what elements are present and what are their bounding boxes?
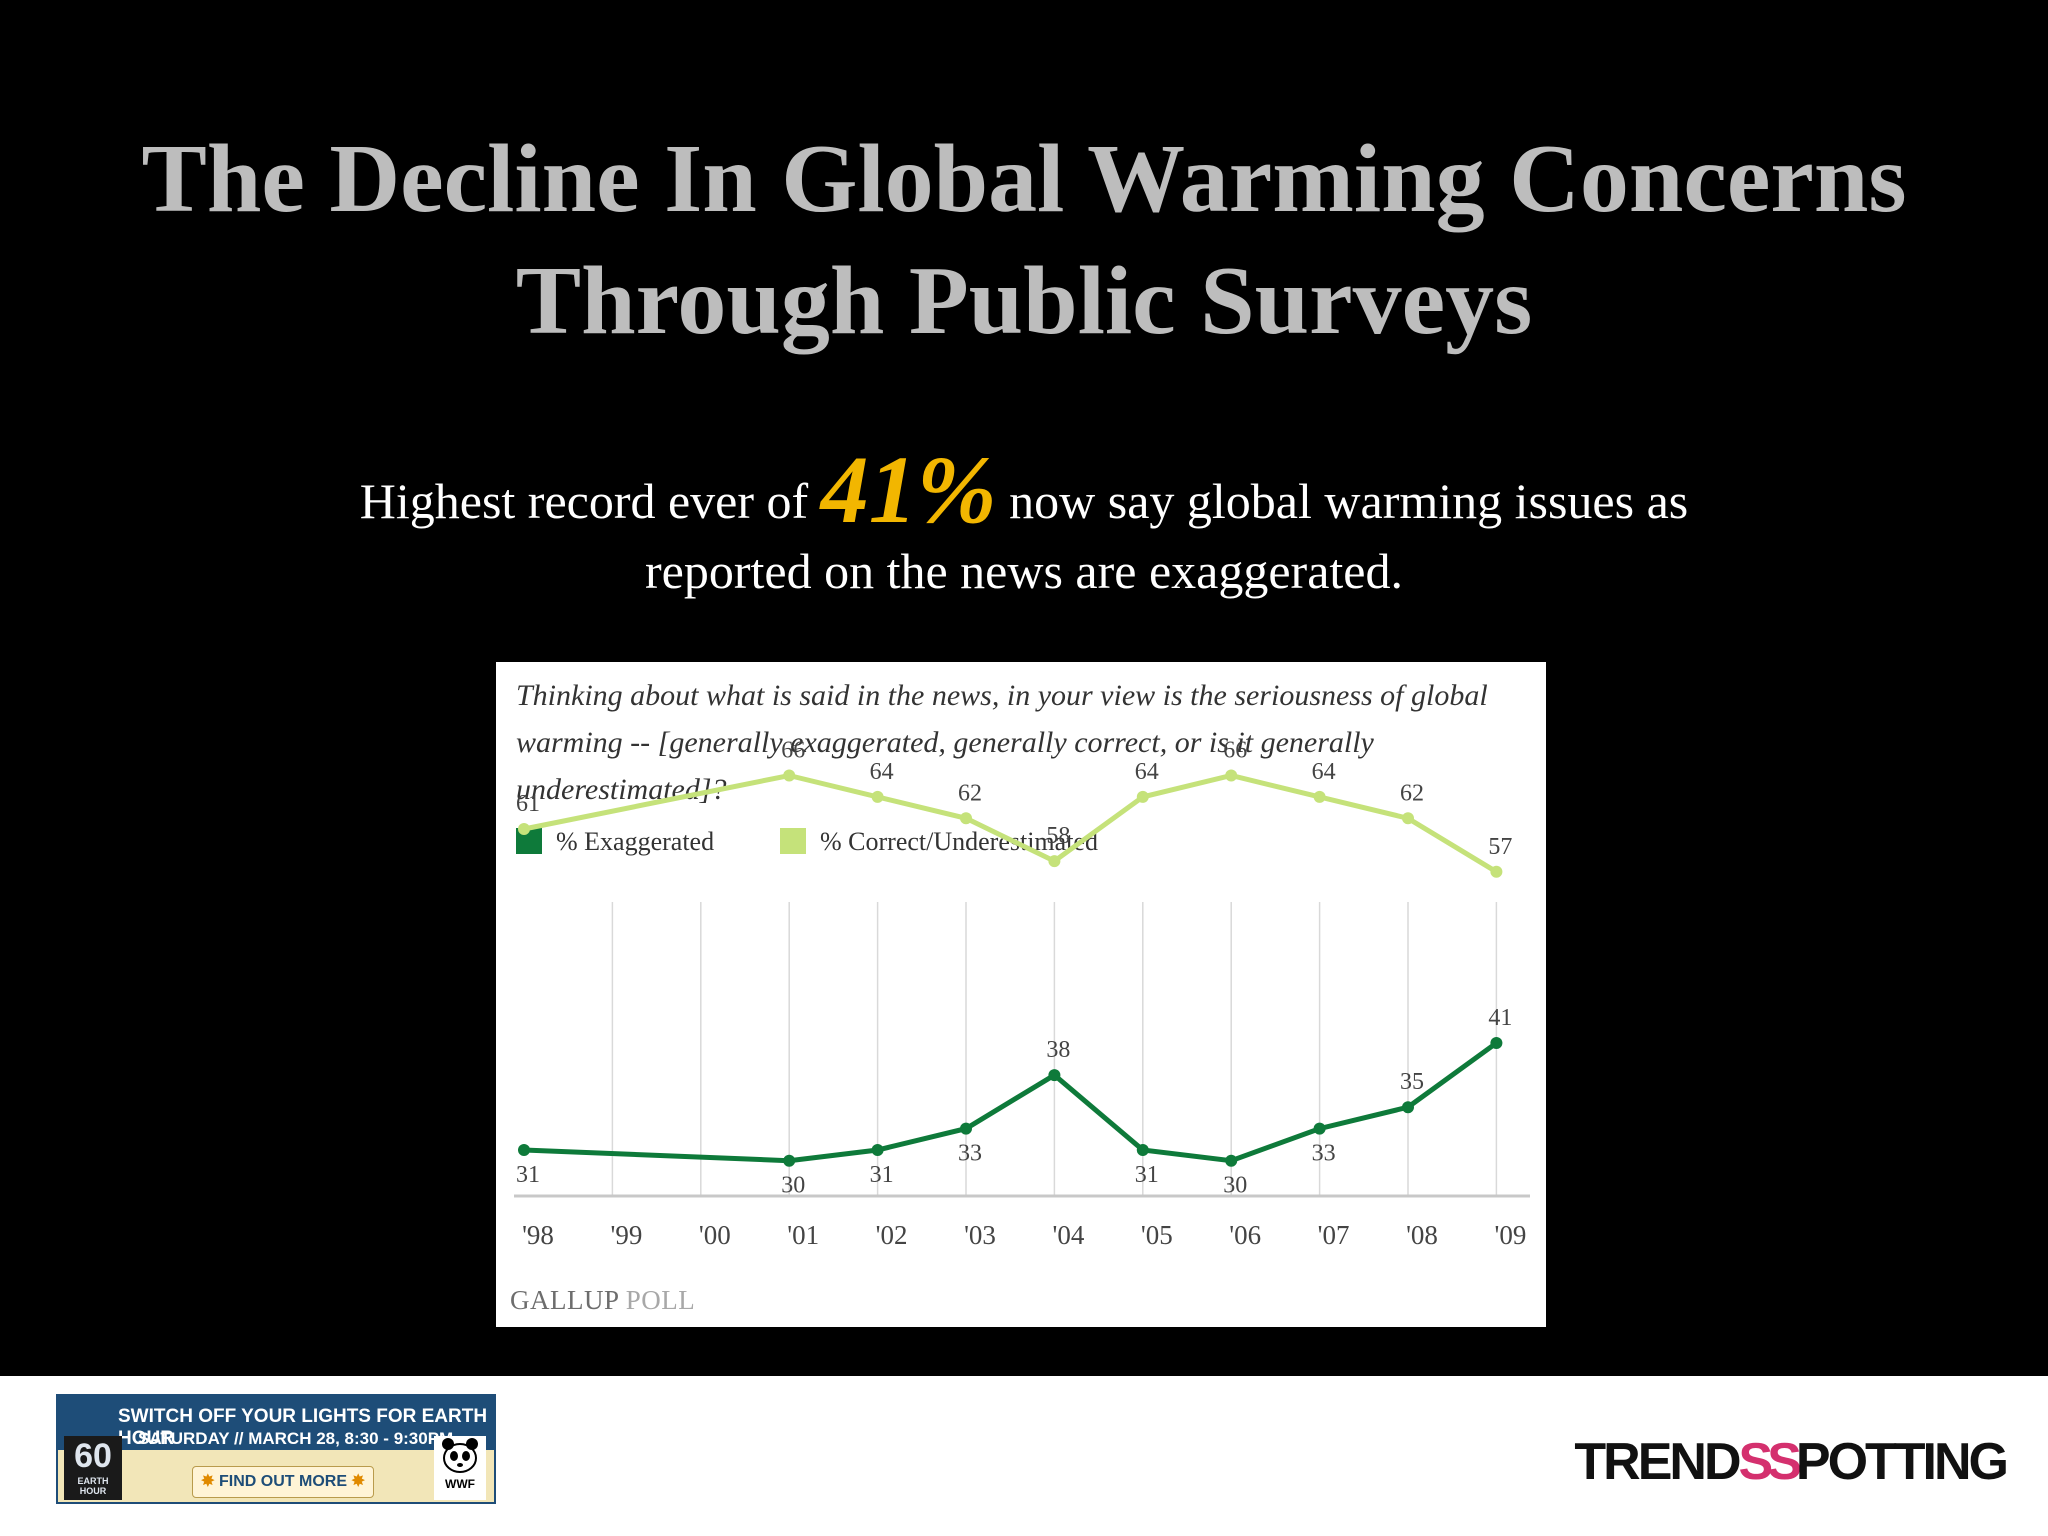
data-point: [1402, 1101, 1414, 1114]
x-tick-label: '98: [522, 1220, 554, 1250]
data-label: 64: [1312, 759, 1336, 785]
data-label: 38: [1046, 1037, 1070, 1063]
data-label: 31: [870, 1162, 894, 1188]
data-point: [960, 812, 972, 825]
subtitle-post: now say global warming issues as: [996, 473, 1689, 529]
legend-label-correct: % Correct/Underestimated: [820, 827, 1098, 856]
x-tick-label: '05: [1141, 1220, 1173, 1250]
slide-title: The Decline In Global Warming Concerns T…: [0, 118, 2048, 362]
wwf-logo: WWF: [434, 1436, 486, 1500]
data-point: [1225, 769, 1238, 782]
earth-hour-line2: SATURDAY // MARCH 28, 8:30 - 9:30PM: [138, 1429, 454, 1448]
earth-hour-badge-text: EARTH HOUR: [77, 1476, 109, 1496]
data-point: [1490, 1037, 1503, 1049]
x-tick-label: '02: [876, 1220, 908, 1250]
subtitle: Highest record ever of 41% now say globa…: [0, 442, 2048, 606]
legend-swatch-correct: [780, 828, 806, 854]
star-icon: ✸: [201, 1473, 215, 1490]
x-tick-label: '09: [1494, 1220, 1526, 1250]
title-line-1: The Decline In Global Warming Concerns: [141, 125, 1907, 233]
data-point: [1136, 1144, 1149, 1156]
earth-hour-badge-number: 60: [74, 1437, 112, 1475]
subtitle-pre: Highest record ever of: [359, 473, 821, 529]
find-out-more-label: FIND OUT MORE: [219, 1473, 347, 1490]
data-label: 31: [516, 1162, 540, 1188]
x-tick-label: '00: [699, 1220, 731, 1250]
data-label: 30: [1223, 1173, 1247, 1199]
data-label: 66: [1223, 738, 1247, 764]
brand-part-1: TREND: [1574, 1433, 1741, 1491]
legend-label-exaggerated: % Exaggerated: [556, 827, 715, 856]
data-label: 58: [1046, 823, 1070, 849]
data-point: [1313, 790, 1326, 803]
wwf-text: WWF: [445, 1477, 475, 1491]
brand-part-2: SS: [1738, 1433, 1802, 1491]
subtitle-highlight-value: 41%: [820, 436, 997, 543]
data-point: [1402, 812, 1414, 825]
data-point: [518, 1144, 530, 1156]
x-tick-label: '08: [1406, 1220, 1438, 1250]
earth-hour-banner[interactable]: SWITCH OFF YOUR LIGHTS FOR EARTH HOUR SA…: [56, 1394, 496, 1504]
star-icon: ✸: [351, 1473, 365, 1490]
data-label: 31: [1135, 1162, 1159, 1188]
data-label: 57: [1488, 834, 1512, 860]
data-label: 35: [1400, 1069, 1424, 1095]
data-label: 62: [1400, 780, 1424, 806]
series-line: [523, 1040, 1498, 1164]
data-point: [960, 1122, 972, 1135]
data-point: [871, 790, 884, 803]
data-label: 64: [1135, 759, 1159, 785]
gallup-poll-logo: GALLUP POLL: [510, 1285, 695, 1316]
data-point: [1225, 1154, 1238, 1167]
earth-hour-line1: SWITCH OFF YOUR LIGHTS FOR EARTH HOUR: [118, 1406, 488, 1449]
data-point: [783, 769, 796, 782]
data-label: 33: [1312, 1141, 1336, 1167]
data-label: 61: [516, 791, 540, 817]
brand-part-3: POTTING: [1795, 1433, 2009, 1491]
data-point: [783, 1154, 796, 1167]
data-label: 41: [1488, 1005, 1512, 1031]
find-out-more-button[interactable]: ✸ FIND OUT MORE ✸: [192, 1466, 374, 1498]
data-label: 64: [870, 759, 894, 785]
panda-icon: [442, 1438, 478, 1473]
data-label: 62: [958, 780, 982, 806]
earth-hour-badge: 60 EARTH HOUR: [64, 1436, 122, 1500]
data-point: [871, 1144, 884, 1156]
data-point: [1048, 1069, 1061, 1082]
gallup-logo-bold: GALLUP: [510, 1285, 619, 1315]
chart-card: Thinking about what is said in the news,…: [496, 662, 1546, 1327]
gallup-logo-light: POLL: [625, 1285, 696, 1315]
data-label: 30: [781, 1173, 805, 1199]
chart-question: Thinking about what is said in the news,…: [516, 679, 1488, 806]
data-point: [1313, 1122, 1326, 1135]
legend-item-correct: % Correct/Underestimated: [780, 827, 1098, 857]
x-tick-label: '99: [610, 1220, 642, 1250]
data-label: 33: [958, 1141, 982, 1167]
data-point: [1490, 865, 1503, 878]
data-point: [518, 823, 530, 835]
x-tick-label: '03: [964, 1220, 996, 1250]
line-chart: '98 '99 '00 '01 '02 '03 '04 '05 '06 '07 '08 '09 31 30…: [514, 738, 1530, 1250]
data-point: [1136, 790, 1149, 803]
x-tick-label: '04: [1052, 1220, 1084, 1250]
data-point: [1048, 855, 1061, 868]
earth-hour-header: SWITCH OFF YOUR LIGHTS FOR EARTH HOUR SA…: [58, 1396, 494, 1450]
data-label: 66: [781, 738, 805, 764]
x-tick-label: '07: [1318, 1220, 1350, 1250]
series-line: [523, 772, 1498, 874]
title-line-2: Through Public Surveys: [515, 247, 1533, 355]
footer: SWITCH OFF YOUR LIGHTS FOR EARTH HOUR SA…: [0, 1376, 2048, 1536]
x-tick-label: '01: [787, 1220, 819, 1250]
legend-item-exaggerated: % Exaggerated: [516, 827, 714, 857]
subtitle-line-2: reported on the news are exaggerated.: [645, 543, 1403, 599]
x-tick-label: '06: [1229, 1220, 1261, 1250]
trendspotting-logo: TRENDSSPOTTING: [1574, 1432, 2009, 1492]
